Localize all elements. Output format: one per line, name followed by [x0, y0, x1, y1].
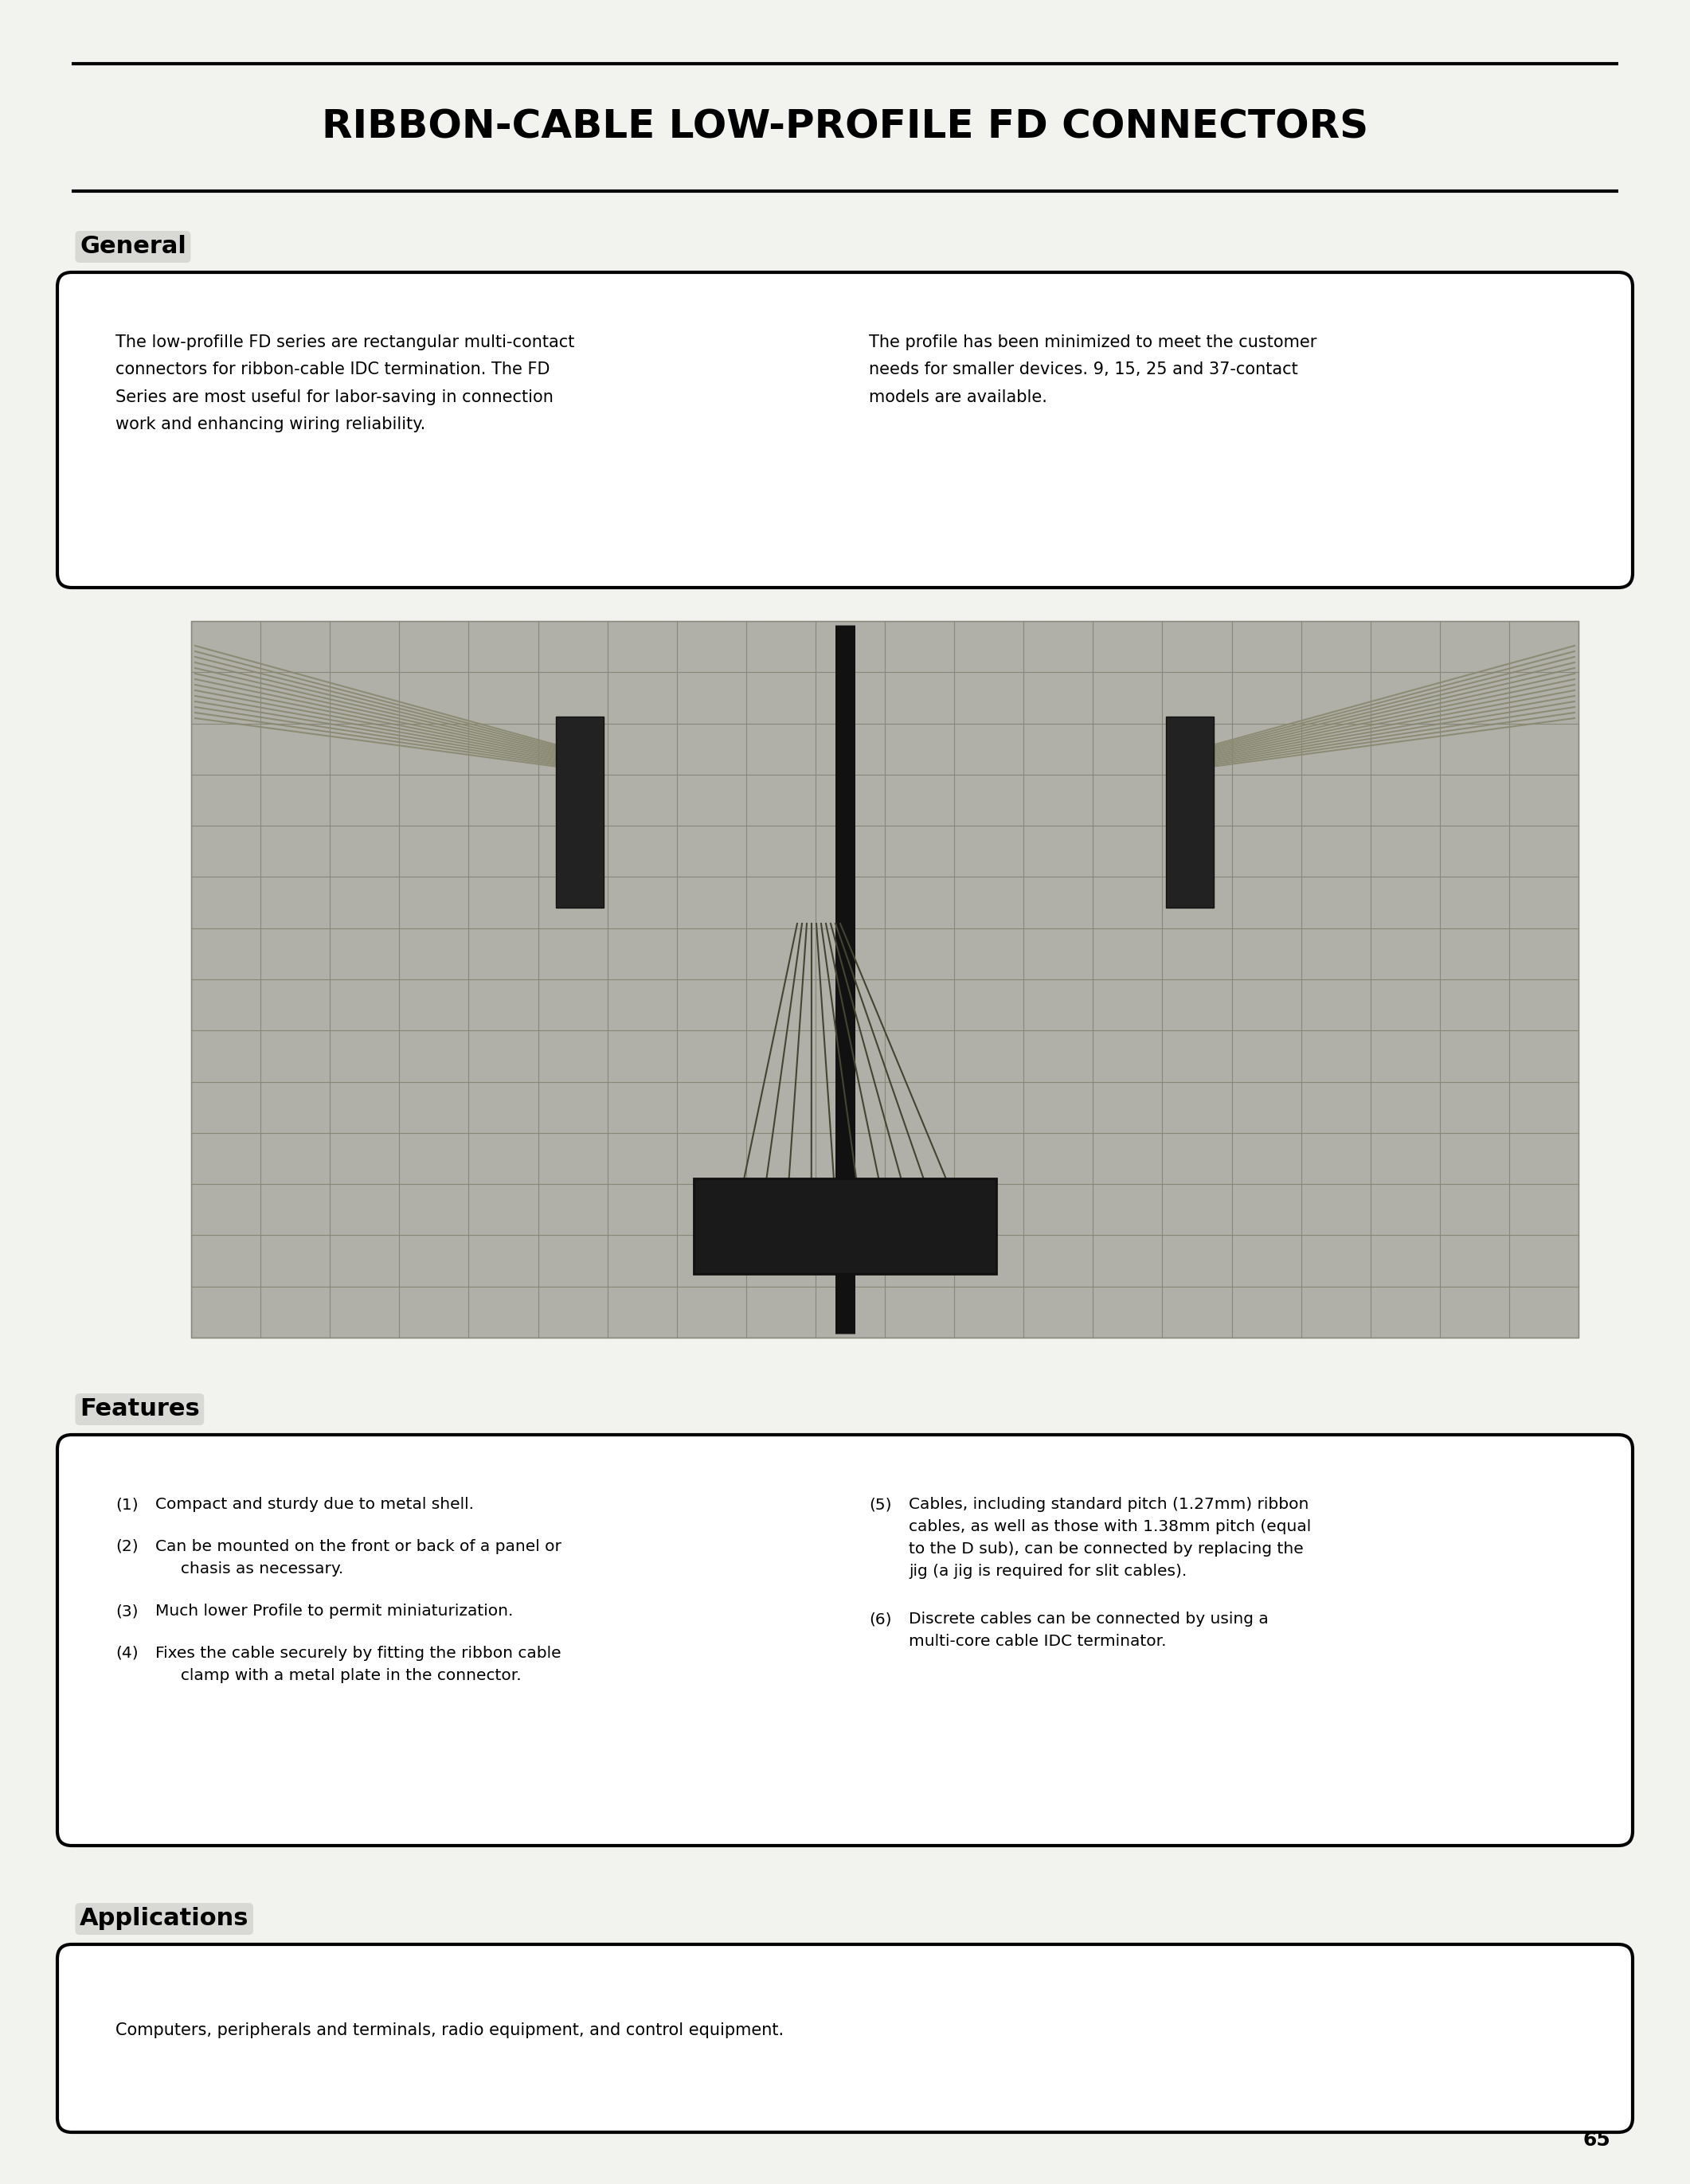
FancyBboxPatch shape: [191, 620, 1578, 1337]
Text: Computers, peripherals and terminals, radio equipment, and control equipment.: Computers, peripherals and terminals, ra…: [115, 2022, 784, 2038]
Bar: [556, 716, 603, 909]
Text: The profile has been minimized to meet the customer
needs for smaller devices. 9: The profile has been minimized to meet t…: [869, 334, 1317, 404]
Text: General: General: [79, 236, 186, 258]
Text: The low-profille FD series are rectangular multi-contact
connectors for ribbon-c: The low-profille FD series are rectangul…: [115, 334, 575, 432]
Text: Discrete cables can be connected by using a
multi-core cable IDC terminator.: Discrete cables can be connected by usin…: [909, 1612, 1269, 1649]
FancyBboxPatch shape: [57, 1435, 1633, 1845]
FancyBboxPatch shape: [57, 273, 1633, 587]
Text: (2): (2): [115, 1540, 139, 1555]
Bar: [693, 1179, 997, 1273]
Text: Much lower Profile to permit miniaturization.: Much lower Profile to permit miniaturiza…: [155, 1603, 514, 1618]
Text: (6): (6): [869, 1612, 892, 1627]
Bar: [1166, 716, 1213, 909]
Text: Compact and sturdy due to metal shell.: Compact and sturdy due to metal shell.: [155, 1496, 473, 1511]
Text: 65: 65: [1582, 2132, 1611, 2149]
Text: Features: Features: [79, 1398, 199, 1422]
FancyBboxPatch shape: [57, 1944, 1633, 2132]
Text: Applications: Applications: [79, 1907, 248, 1931]
Text: (1): (1): [115, 1496, 139, 1511]
Text: Cables, including standard pitch (1.27mm) ribbon
cables, as well as those with 1: Cables, including standard pitch (1.27mm…: [909, 1496, 1311, 1579]
Text: Can be mounted on the front or back of a panel or
     chasis as necessary.: Can be mounted on the front or back of a…: [155, 1540, 561, 1577]
Text: RIBBON-CABLE LOW-PROFILE FD CONNECTORS: RIBBON-CABLE LOW-PROFILE FD CONNECTORS: [321, 109, 1369, 146]
Text: (3): (3): [115, 1603, 139, 1618]
Text: Fixes the cable securely by fitting the ribbon cable
     clamp with a metal pla: Fixes the cable securely by fitting the …: [155, 1647, 561, 1684]
Text: (4): (4): [115, 1647, 139, 1660]
Text: (5): (5): [869, 1496, 892, 1511]
